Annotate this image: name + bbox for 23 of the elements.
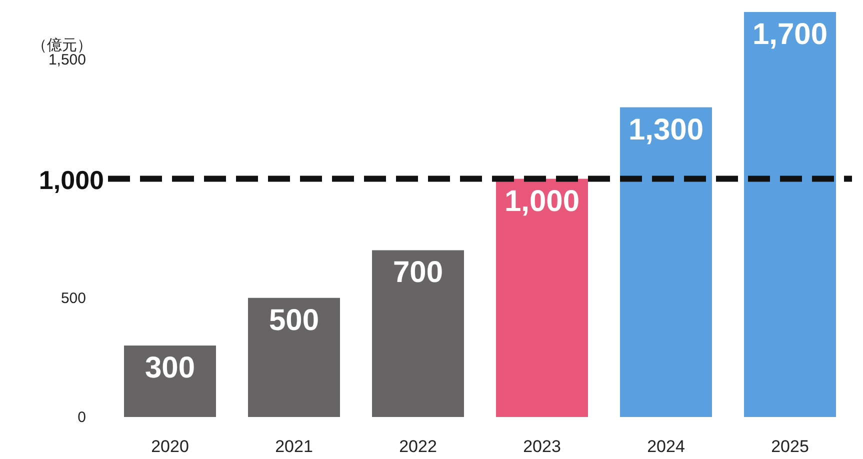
x-tick-label: 2022 [399, 437, 437, 456]
bar [124, 346, 216, 417]
data-label: 1,700 [752, 18, 828, 51]
bar [744, 12, 836, 417]
data-label: 500 [268, 304, 320, 337]
y-axis-title: （億元） [32, 37, 92, 54]
bar [496, 178, 588, 417]
data-label: 1,300 [628, 113, 704, 146]
x-tick-label: 2023 [523, 437, 561, 456]
x-tick-label: 2021 [275, 437, 313, 456]
bar [248, 298, 340, 417]
ref-line-label: 1,000 [38, 164, 104, 195]
y-tick-label: 500 [60, 290, 86, 307]
x-tick-label: 2020 [151, 437, 189, 456]
data-label: 700 [392, 256, 444, 290]
bar [620, 107, 712, 417]
bar [372, 250, 464, 417]
data-label: 300 [144, 352, 196, 385]
y-tick-label: 0 [78, 409, 86, 426]
x-tick-label: 2024 [647, 437, 685, 456]
x-tick-label: 2025 [771, 437, 809, 456]
y-tick-label: 1,500 [48, 52, 86, 69]
data-label: 1,000 [504, 184, 580, 218]
